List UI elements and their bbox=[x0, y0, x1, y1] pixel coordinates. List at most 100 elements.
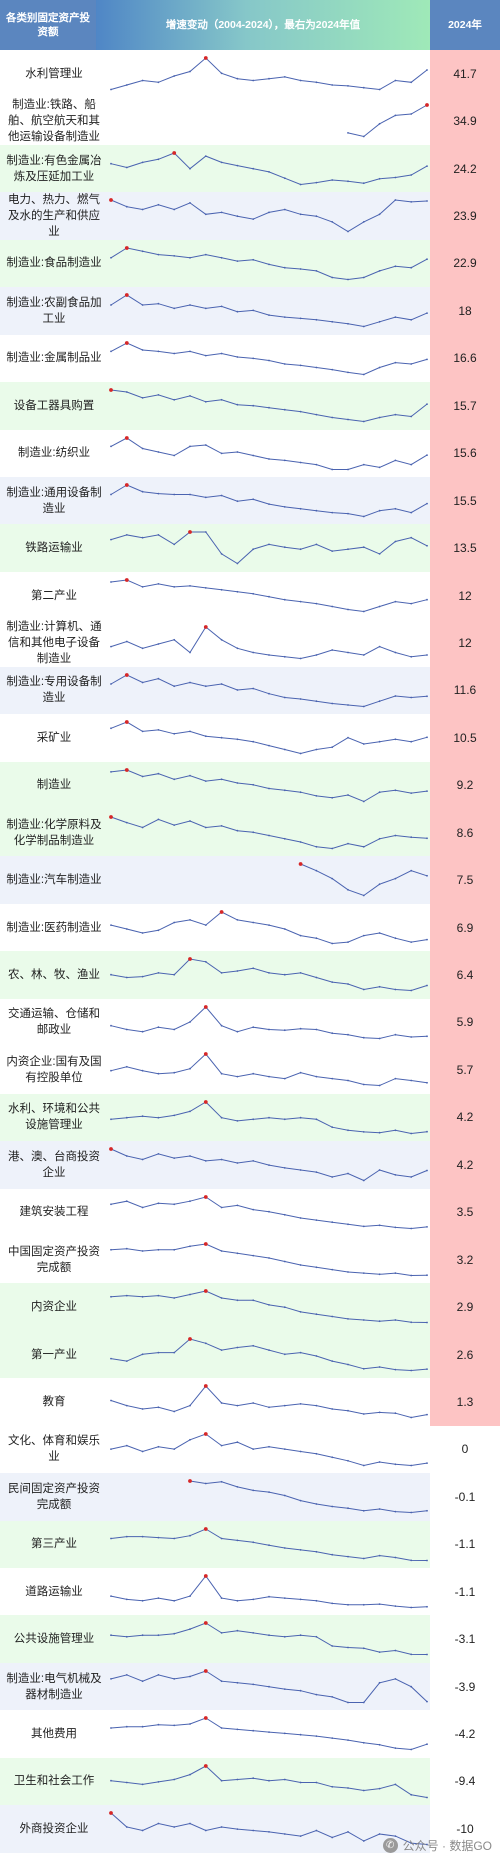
sparkline bbox=[110, 56, 428, 91]
data-point bbox=[283, 1306, 286, 1309]
data-point bbox=[157, 729, 160, 731]
peak-marker bbox=[203, 1526, 208, 1531]
data-point bbox=[331, 702, 334, 705]
category-label: 中国固定资产投资完成额 bbox=[8, 1245, 100, 1274]
data-point bbox=[283, 837, 286, 840]
data-point bbox=[204, 924, 207, 926]
value-2024-cell: 6.4 bbox=[430, 951, 500, 999]
data-point bbox=[378, 740, 381, 743]
data-point bbox=[347, 512, 349, 515]
data-point bbox=[299, 657, 302, 660]
data-point bbox=[331, 847, 334, 850]
data-point bbox=[394, 540, 397, 543]
data-point bbox=[220, 256, 223, 259]
data-point bbox=[141, 79, 144, 82]
data-point bbox=[110, 1677, 112, 1680]
category-label: 道路运输业 bbox=[25, 1585, 83, 1598]
data-point bbox=[315, 1354, 318, 1357]
data-point bbox=[157, 450, 160, 453]
data-point bbox=[157, 1597, 160, 1599]
data-point bbox=[394, 1412, 397, 1415]
data-point bbox=[220, 1632, 223, 1635]
data-point bbox=[110, 1296, 112, 1299]
data-point bbox=[378, 1554, 381, 1557]
data-point bbox=[252, 1598, 255, 1601]
data-point bbox=[236, 647, 239, 650]
data-point bbox=[394, 507, 397, 510]
data-point bbox=[189, 1773, 191, 1776]
sparkline bbox=[110, 1716, 428, 1751]
data-point bbox=[331, 1408, 334, 1411]
data-point bbox=[110, 1069, 112, 1072]
data-point bbox=[189, 1199, 191, 1202]
data-point bbox=[410, 1748, 413, 1751]
data-point bbox=[410, 362, 413, 365]
sparkline bbox=[110, 625, 428, 660]
table-row: 第二产业 12 bbox=[0, 571, 500, 620]
data-point bbox=[141, 647, 144, 650]
data-point bbox=[220, 211, 223, 214]
peak-marker bbox=[124, 577, 129, 582]
data-point bbox=[347, 323, 349, 325]
data-point bbox=[410, 1559, 413, 1561]
data-point bbox=[268, 457, 270, 460]
data-point bbox=[189, 202, 191, 205]
data-point bbox=[299, 1169, 302, 1171]
table-row: 道路运输业 -1.1 bbox=[0, 1568, 500, 1616]
data-point bbox=[236, 450, 239, 453]
data-point bbox=[426, 1605, 428, 1608]
data-point bbox=[315, 1075, 318, 1078]
data-point bbox=[110, 1595, 112, 1597]
data-point bbox=[426, 1796, 428, 1799]
data-point bbox=[347, 1172, 349, 1175]
category-label: 制造业:纺织业 bbox=[17, 447, 91, 460]
sparkline-path bbox=[110, 484, 428, 517]
data-point bbox=[426, 1321, 428, 1324]
category-label: 制造业:铁路、船舶、航空航天和其他运输设备制造业 bbox=[8, 99, 100, 144]
data-point bbox=[173, 974, 176, 976]
data-point bbox=[394, 988, 397, 991]
value-2024-cell: -4.2 bbox=[454, 1727, 476, 1742]
table-row: 制造业:医药制造业 6.9 bbox=[0, 903, 500, 952]
data-point bbox=[204, 531, 207, 534]
data-point bbox=[299, 1598, 302, 1601]
data-point bbox=[426, 654, 428, 657]
category-label: 文化、体育和娱乐业 bbox=[8, 1435, 100, 1464]
sparkline bbox=[110, 909, 428, 945]
data-point bbox=[141, 1634, 144, 1637]
data-point bbox=[394, 878, 397, 880]
data-point bbox=[189, 1110, 191, 1112]
data-point bbox=[362, 546, 365, 549]
data-point bbox=[362, 1647, 365, 1650]
peak-marker bbox=[124, 435, 129, 440]
data-point bbox=[410, 81, 413, 84]
data-point bbox=[252, 79, 255, 82]
data-point bbox=[141, 826, 144, 829]
data-point bbox=[252, 1829, 255, 1832]
data-point bbox=[252, 1344, 255, 1347]
data-point bbox=[378, 986, 381, 989]
data-point bbox=[252, 548, 255, 551]
sparkline bbox=[110, 767, 428, 802]
data-point bbox=[426, 200, 428, 203]
data-point bbox=[347, 1410, 349, 1412]
data-point bbox=[378, 790, 381, 793]
data-point bbox=[173, 1633, 176, 1636]
data-point bbox=[362, 1413, 365, 1416]
data-point bbox=[315, 1313, 318, 1316]
data-point bbox=[426, 938, 428, 941]
data-point bbox=[141, 1535, 144, 1538]
data-point bbox=[331, 605, 334, 608]
data-point bbox=[378, 177, 381, 180]
data-point bbox=[283, 1404, 286, 1407]
data-point bbox=[204, 253, 207, 256]
data-point bbox=[362, 1130, 365, 1133]
data-point bbox=[410, 870, 413, 873]
value-2024-cell: -3.9 bbox=[454, 1679, 476, 1694]
data-point bbox=[204, 155, 207, 157]
data-point bbox=[410, 1321, 413, 1324]
data-point bbox=[157, 350, 160, 352]
data-point bbox=[141, 1599, 144, 1602]
data-point bbox=[125, 1199, 128, 1202]
data-point bbox=[236, 403, 239, 406]
